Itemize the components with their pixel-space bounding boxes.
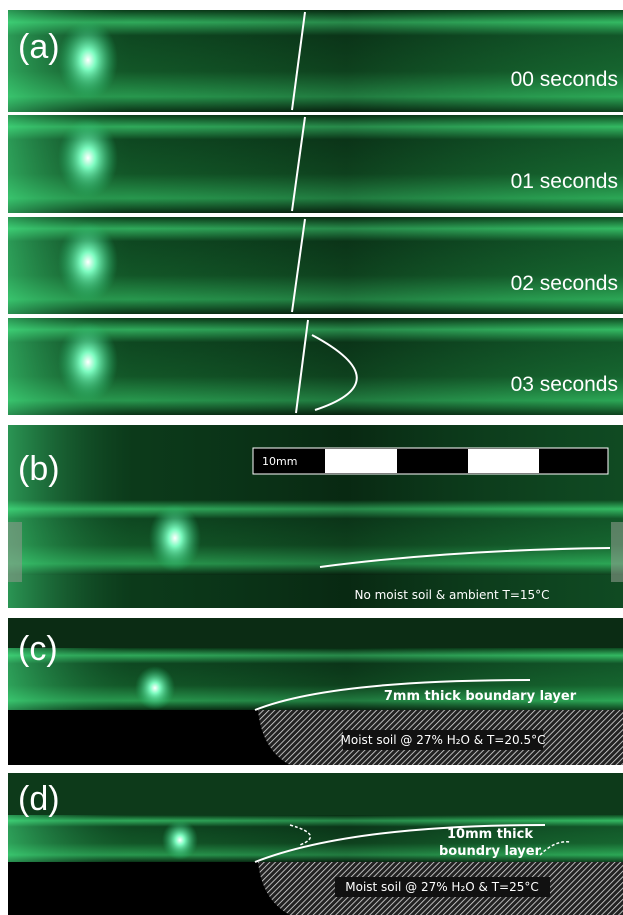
time-label: 00 seconds — [511, 68, 618, 91]
panel-c: (c) 7mm thick boundary layer Moist soil … — [8, 618, 623, 765]
panel-label: (b) — [18, 450, 60, 488]
scale-label: 10mm — [262, 455, 297, 468]
frame — [8, 217, 623, 314]
layer-label: 10mm thick — [447, 827, 533, 842]
time-label: 03 seconds — [511, 373, 618, 396]
time-label: 01 seconds — [511, 170, 618, 193]
layer-label: boundry layer — [439, 844, 542, 859]
frame — [8, 318, 623, 415]
frame — [8, 10, 623, 112]
panel-d: (d) 10mm thick boundry layer Moist soil … — [8, 773, 623, 915]
panel-b: 10mm (b) No moist soil & ambient T=15°C — [8, 425, 623, 608]
soil-label: Moist soil @ 27% H₂O & T=25°C — [345, 880, 538, 894]
panel-label: (d) — [18, 780, 60, 818]
caption: No moist soil & ambient T=15°C — [354, 588, 549, 602]
time-label: 02 seconds — [511, 272, 618, 295]
layer-label: 7mm thick boundary layer — [384, 689, 577, 704]
panel-label: (c) — [18, 630, 58, 668]
panel-label: (a) — [18, 28, 60, 66]
soil-label: Moist soil @ 27% H₂O & T=20.5°C — [341, 733, 546, 747]
scale-bar: 10mm — [252, 447, 609, 475]
frame — [8, 115, 623, 213]
panel-a: (a) 00 seconds 01 seconds 02 seconds 03 … — [8, 10, 623, 415]
